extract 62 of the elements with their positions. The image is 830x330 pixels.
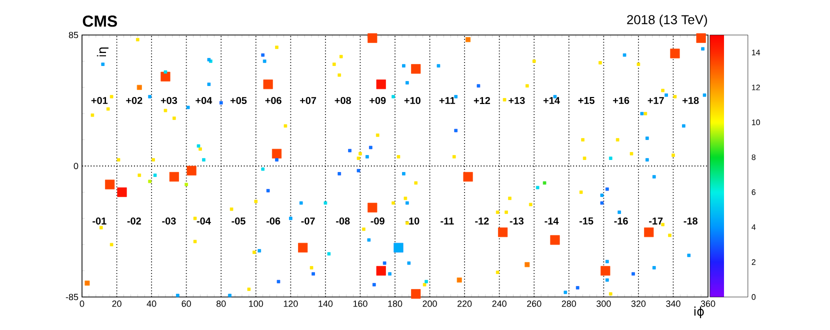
annotation: +02 <box>126 96 142 104</box>
x-tick-label: 200 <box>422 300 437 307</box>
annotation: +07 <box>300 96 316 104</box>
annotation: +16 <box>613 96 630 104</box>
annotation: +09 <box>370 96 386 104</box>
x-tick-label: 320 <box>631 300 646 307</box>
annotation: -06 <box>266 218 280 225</box>
annotation: +08 <box>334 96 352 104</box>
annotation: -10 <box>406 218 420 225</box>
x-tick-label: 0 <box>80 300 84 307</box>
annotation: -07 <box>301 218 315 225</box>
annotation: +18 <box>682 96 699 104</box>
x-tick-label: 180 <box>388 300 402 307</box>
annotation: -18 <box>684 218 698 225</box>
y-axis-title: iη <box>96 48 108 56</box>
annotation: -16 <box>614 218 628 225</box>
annotation: -17 <box>649 218 663 224</box>
annotation: -13 <box>510 217 524 225</box>
x-axis-title: iϕ <box>694 306 704 318</box>
x-tick-label: 40 <box>146 300 156 307</box>
y-tick-label: 0 <box>74 162 78 170</box>
annotation: -05 <box>232 218 246 225</box>
annotation: +04 <box>196 96 212 104</box>
annotation: +10 <box>404 96 420 104</box>
annotation: +15 <box>578 97 594 104</box>
annotation: -14 <box>544 218 559 224</box>
annotation: -02 <box>127 218 141 225</box>
x-tick-label: 360 <box>700 300 716 307</box>
annotation: +13 <box>508 96 525 104</box>
x-tick-label: 220 <box>458 300 472 307</box>
annotation: -12 <box>475 218 489 224</box>
annotation: -04 <box>196 218 211 225</box>
x-tick-label: 80 <box>216 300 226 307</box>
x-tick-label: 240 <box>492 300 506 307</box>
annotation: +12 <box>474 97 490 104</box>
annotation: +14 <box>543 97 560 104</box>
annotation: +11 <box>439 97 456 104</box>
x-tick-label: 280 <box>562 300 576 307</box>
x-tick-label: 160 <box>353 300 368 307</box>
x-tick-label: 20 <box>112 300 122 307</box>
x-tick-label: 260 <box>527 300 542 307</box>
x-tick-label: 100 <box>249 300 264 307</box>
annotation: +03 <box>160 96 178 104</box>
chart-subtitle: 2018 (13 TeV) <box>627 14 708 27</box>
annotation: +17 <box>648 97 664 104</box>
annotation: -03 <box>162 217 176 225</box>
x-tick-label: 140 <box>318 300 333 307</box>
annotation: -11 <box>440 218 454 224</box>
annotation: -15 <box>580 218 594 224</box>
x-tick-label: 340 <box>666 300 680 307</box>
annotation: -01 <box>92 218 106 225</box>
annotation: +06 <box>265 96 282 104</box>
annotation: +05 <box>230 96 247 104</box>
annotation: -09 <box>370 218 384 225</box>
x-tick-label: 300 <box>596 300 611 307</box>
x-tick-label: 60 <box>182 300 191 307</box>
annotation: +01 <box>91 96 108 104</box>
y-tick-label: -85 <box>66 294 78 300</box>
chart-title: CMS <box>82 16 117 27</box>
annotation: -08 <box>336 218 350 225</box>
y-tick-label: 85 <box>68 32 78 38</box>
x-tick-label: 120 <box>284 300 298 307</box>
